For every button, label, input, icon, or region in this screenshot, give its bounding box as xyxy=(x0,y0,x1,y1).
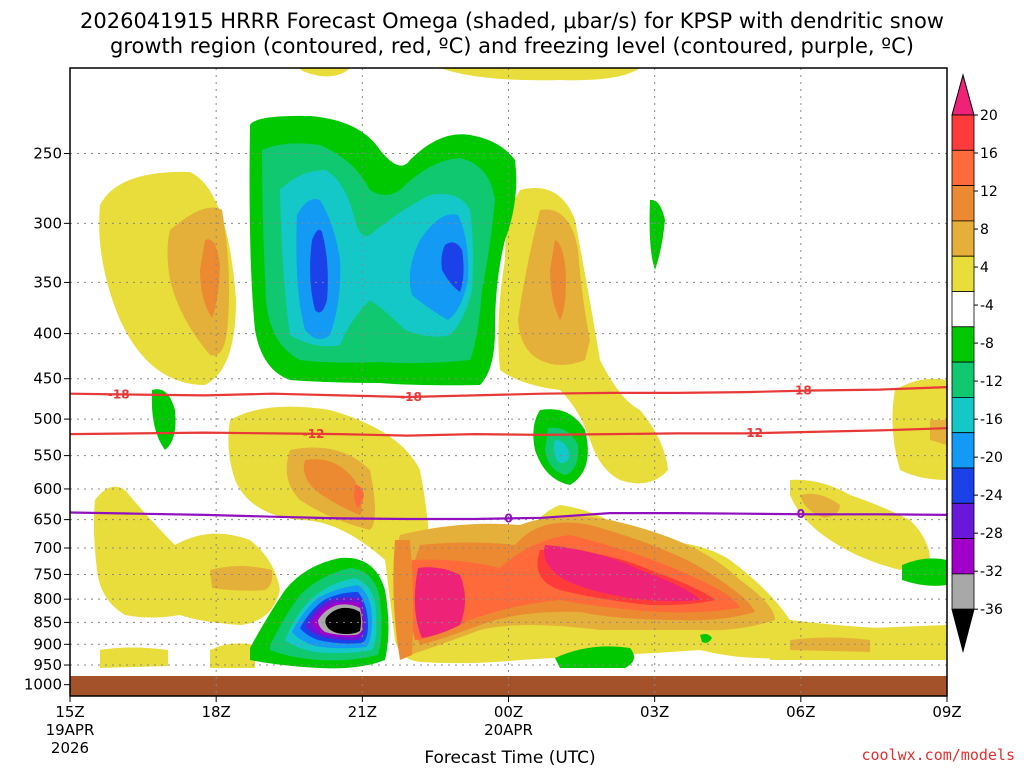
y-tick-label: 300 xyxy=(33,214,62,232)
colorbar-swatch xyxy=(951,255,975,292)
colorbar-bottom-arrow xyxy=(951,608,975,654)
y-tick-label: 1000 xyxy=(24,676,62,694)
x-tick-label: 18Z xyxy=(201,703,230,721)
y-tick-label: 500 xyxy=(33,410,62,428)
colorbar-label: -20 xyxy=(980,450,1003,466)
y-tick-label: 750 xyxy=(33,565,62,583)
x-axis-label: Forecast Time (UTC) xyxy=(424,748,595,768)
colorbar-swatch xyxy=(951,573,975,610)
colorbar-swatch xyxy=(951,396,975,434)
colorbar-swatch xyxy=(951,291,975,328)
colorbar-swatch xyxy=(951,432,975,469)
y-tick-label: 800 xyxy=(33,590,62,608)
colorbar-label: -8 xyxy=(980,336,994,352)
freezing-contour-0 xyxy=(69,511,948,521)
colorbar-swatch xyxy=(951,502,975,539)
colorbar-top-arrow xyxy=(951,73,975,116)
chart-title-line2: growth region (contoured, red, ºC) and f… xyxy=(110,34,914,58)
omega-shading xyxy=(70,68,947,696)
contour-label: -12 xyxy=(303,427,325,441)
colorbar-label: -12 xyxy=(980,374,1003,390)
contour-lines: -18 -18 -18 -12 -12 0 0 xyxy=(69,384,948,525)
x-tick-label: 09Z xyxy=(932,703,961,721)
colorbar-label: -28 xyxy=(980,526,1003,542)
colorbar-label: -16 xyxy=(980,412,1003,428)
colorbar-label: -24 xyxy=(980,488,1003,504)
y-tick-label: 250 xyxy=(33,144,62,162)
y-axis: 250 300 350 400 450 500 550 600 650 700 750 800 850 9… xyxy=(24,144,70,694)
y-tick-label: 650 xyxy=(33,511,62,529)
x-date-label: 20APR xyxy=(484,721,533,739)
colorbar-label: 20 xyxy=(980,108,998,124)
x-tick-label: 03Z xyxy=(640,703,669,721)
dendritic-contour--18 xyxy=(69,386,948,399)
x-date-label: 19APR xyxy=(46,721,95,739)
colorbar-swatch xyxy=(951,185,975,222)
colorbar-swatch xyxy=(951,538,975,575)
y-tick-label: 450 xyxy=(33,370,62,388)
colorbar: 20 16 12 8 4 -4 -8 -12 -16 -20 -24 -28 -32 -36 xyxy=(951,73,1003,654)
y-tick-label: 550 xyxy=(33,447,62,465)
colorbar-label: -4 xyxy=(980,298,994,314)
colorbar-label: -36 xyxy=(980,602,1003,618)
colorbar-label: 16 xyxy=(980,146,998,162)
y-tick-label: 950 xyxy=(33,656,62,674)
colorbar-swatch xyxy=(951,114,975,151)
colorbar-swatch xyxy=(951,361,975,398)
x-tick-label: 06Z xyxy=(786,703,815,721)
y-tick-label: 850 xyxy=(33,613,62,631)
colorbar-label: -32 xyxy=(980,564,1003,580)
contour-label: -18 xyxy=(108,387,130,401)
contour-label: -18 xyxy=(790,384,812,398)
x-tick-label: 00Z xyxy=(494,703,523,721)
contour-label: 0 xyxy=(797,507,805,521)
x-year-label: 2026 xyxy=(51,739,89,757)
colorbar-label: 8 xyxy=(980,222,989,238)
y-tick-label: 350 xyxy=(33,273,62,291)
dendritic-contour--12 xyxy=(69,427,948,437)
credit-text: coolwx.com/models xyxy=(861,746,1015,764)
y-tick-label: 900 xyxy=(33,635,62,653)
contour-label: -12 xyxy=(741,426,763,440)
colorbar-swatch xyxy=(951,149,975,187)
contour-label: -18 xyxy=(400,390,422,404)
colorbar-label: 12 xyxy=(980,184,998,200)
contour-label: 0 xyxy=(504,511,512,525)
y-tick-label: 600 xyxy=(33,480,62,498)
y-tick-label: 400 xyxy=(33,325,62,343)
x-tick-label: 15Z xyxy=(55,703,84,721)
colorbar-label: 4 xyxy=(980,260,989,276)
x-tick-label: 21Z xyxy=(348,703,377,721)
colorbar-swatch xyxy=(951,467,975,504)
colorbar-swatch xyxy=(951,326,975,363)
colorbar-swatch xyxy=(951,220,975,257)
chart-title-line1: 2026041915 HRRR Forecast Omega (shaded, … xyxy=(80,9,944,33)
y-tick-label: 700 xyxy=(33,539,62,557)
